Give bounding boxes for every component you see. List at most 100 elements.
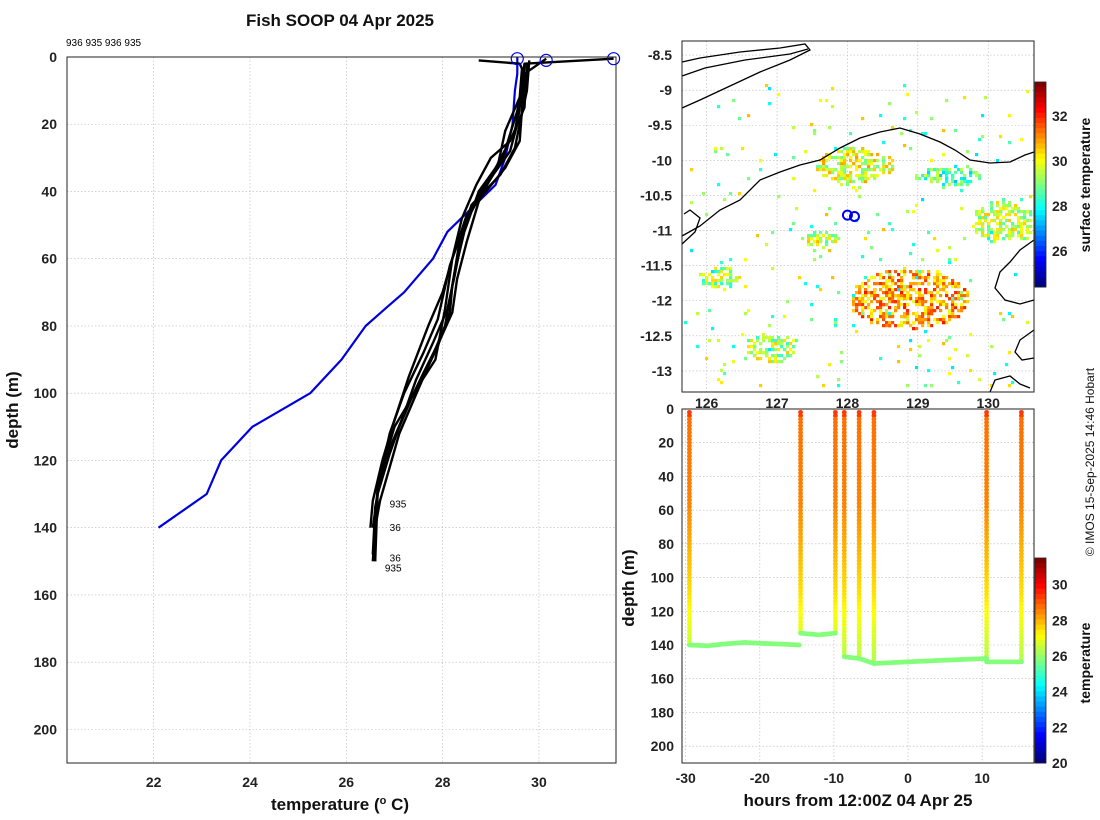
cast-point: [687, 527, 692, 533]
cast-point: [687, 571, 692, 577]
cast-point: [687, 430, 692, 435]
sst-pixel: [930, 177, 934, 181]
cast-point: [798, 558, 803, 564]
sst-pixel: [999, 228, 1003, 232]
sst-pixel: [957, 282, 961, 286]
sst-pixel: [996, 231, 1000, 235]
sst-pixel: [987, 222, 991, 226]
sst-pixel: [921, 282, 925, 286]
sst-pixel: [918, 273, 922, 277]
sst-pixel: [726, 273, 730, 277]
cast-point: [871, 585, 877, 591]
sst-pixel: [858, 297, 862, 301]
sst-pixel: [837, 180, 841, 184]
sst-pixel: [771, 354, 775, 358]
sst-pixel: [957, 294, 961, 298]
cast-point: [841, 588, 847, 594]
sst-pixel: [921, 321, 925, 325]
cast-point: [687, 534, 692, 540]
sst-pixel: [933, 288, 937, 292]
colorbar-segment: [1035, 732, 1046, 738]
sst-pixel: [744, 357, 748, 361]
cast-point: [1019, 527, 1024, 533]
cast-point: [856, 642, 862, 648]
cast-point: [798, 581, 803, 587]
colorbar-segment: [1035, 138, 1046, 144]
cast-point: [832, 578, 838, 584]
sst-pixel: [897, 288, 901, 292]
sst-pixel: [957, 168, 961, 172]
profile-line: [374, 57, 547, 528]
cast-point: [832, 592, 838, 597]
cast-point: [1019, 632, 1024, 638]
sst-pixel: [870, 291, 874, 295]
cast-point: [832, 538, 838, 543]
cast-point: [798, 484, 803, 489]
sst-pixel: [822, 165, 826, 169]
y-tick-label: 0: [49, 49, 57, 65]
depth-tick-label: 200: [651, 738, 675, 754]
colorbar-segment: [1035, 276, 1046, 283]
cast-point: [856, 490, 862, 496]
cast-point: [871, 470, 877, 476]
sst-pixel: [840, 183, 844, 187]
sst-pixel: [924, 330, 928, 334]
cast-point: [984, 568, 989, 574]
sst-pixel: [978, 138, 982, 142]
sst-pixel: [867, 159, 871, 163]
sst-pixel: [792, 351, 796, 355]
ship-marker: [848, 211, 860, 222]
sst-pixel: [1002, 318, 1006, 322]
cast-point: [687, 463, 692, 469]
colorbar-segment: [1035, 691, 1046, 697]
cast-point: [832, 480, 838, 486]
sst-pixel: [921, 174, 925, 178]
cast-point: [687, 565, 692, 570]
cast-point: [856, 511, 862, 516]
sst-pixel: [882, 228, 886, 232]
sst-pixel: [762, 336, 766, 340]
colorbar-segment: [1035, 143, 1046, 150]
cast-point: [687, 470, 692, 476]
cast-point: [1019, 554, 1024, 560]
sst-pixel: [852, 300, 856, 304]
cast-point: [832, 447, 838, 452]
sst-pixel: [942, 303, 946, 307]
lat-tick-label: -8.5: [648, 47, 672, 63]
cast-point: [984, 460, 989, 466]
sst-pixel: [981, 228, 985, 232]
sst-pixel: [852, 186, 856, 190]
sst-pixel: [834, 168, 838, 172]
cast-point: [1019, 420, 1024, 425]
cast-point: [871, 632, 877, 638]
sst-pixel: [942, 129, 946, 133]
sst-pixel: [912, 327, 916, 331]
sst-pixel: [906, 309, 910, 313]
cast-point: [798, 443, 803, 449]
sst-pixel: [936, 270, 940, 274]
sst-pixel: [870, 318, 874, 322]
sst-pixel: [900, 294, 904, 298]
sst-pixel: [831, 234, 835, 238]
cast-point: [798, 602, 803, 607]
sst-pixel: [1014, 207, 1018, 211]
cast-point: [856, 558, 862, 564]
x-axis-label-unit: C): [386, 795, 409, 814]
sst-pixel: [888, 315, 892, 319]
sst-pixel: [777, 93, 781, 97]
sst-pixel: [1020, 225, 1024, 229]
colorbar-segment: [1035, 727, 1046, 733]
sst-pixel: [1026, 237, 1030, 241]
cast-point: [871, 635, 877, 641]
sst-pixel: [1011, 228, 1015, 232]
sst-pixel: [906, 318, 910, 322]
sst-pixel: [894, 300, 898, 304]
sst-pixel: [927, 306, 931, 310]
sst-pixel: [936, 300, 940, 304]
sst-pixel: [927, 291, 931, 295]
sst-pixel: [855, 330, 859, 334]
sst-pixel: [960, 168, 964, 172]
sst-pixel: [780, 345, 784, 349]
sst-pixel: [906, 93, 910, 97]
cast-point: [856, 460, 862, 466]
